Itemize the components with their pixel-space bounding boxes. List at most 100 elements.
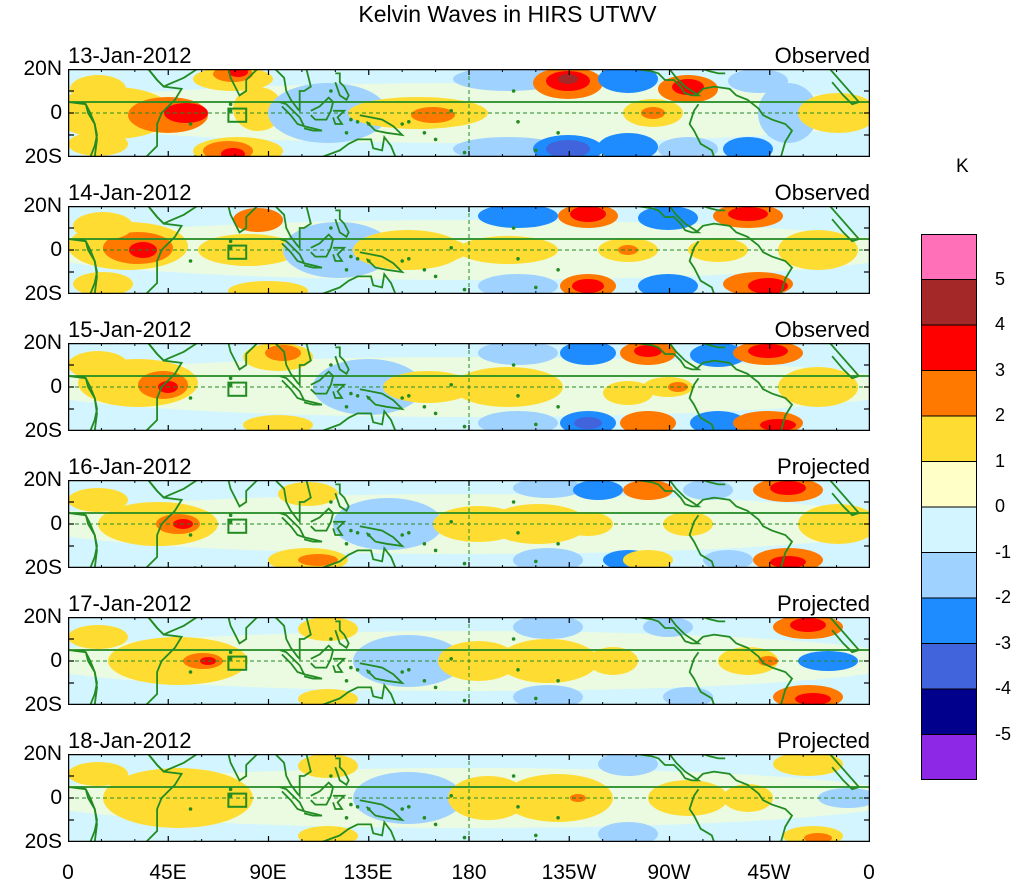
- coastline: [303, 125, 323, 132]
- island: [462, 698, 467, 703]
- lat-label-eq: 0: [50, 238, 62, 261]
- coastline: [688, 770, 794, 842]
- island: [433, 411, 438, 416]
- lon-label-180: 180: [451, 861, 487, 884]
- island: [228, 513, 233, 517]
- coastline: [274, 69, 312, 113]
- coastline: [321, 271, 397, 294]
- colorbar-swatch: [920, 461, 978, 508]
- coastline: [303, 262, 323, 269]
- anomaly-contour: [546, 140, 590, 157]
- lat-label-20s: 20S: [24, 830, 62, 853]
- coastline: [68, 786, 98, 842]
- island: [433, 274, 438, 279]
- island: [433, 548, 438, 553]
- coastline: [635, 617, 702, 645]
- coastline: [359, 662, 405, 685]
- coastline: [332, 794, 347, 810]
- lat-label-20s: 20S: [24, 556, 62, 579]
- coastline: [334, 757, 350, 787]
- coastline: [68, 101, 98, 157]
- island: [449, 520, 454, 524]
- anomaly-contour: [598, 133, 658, 157]
- anomaly-contour: [164, 103, 208, 123]
- island: [188, 122, 193, 126]
- anomaly-contour: [513, 685, 583, 705]
- coastline: [321, 408, 397, 431]
- lat-label-eq: 0: [50, 649, 62, 672]
- colorbar-label: 2: [995, 405, 1006, 425]
- coastline: [829, 343, 870, 377]
- island: [329, 774, 333, 778]
- island: [462, 835, 467, 840]
- island: [422, 131, 427, 135]
- coastline: [219, 480, 259, 508]
- island: [511, 226, 516, 230]
- colorbar-swatch: [920, 233, 978, 280]
- colorbar-swatch: [920, 597, 978, 644]
- island: [349, 117, 353, 122]
- island: [556, 542, 560, 546]
- island: [449, 657, 454, 661]
- island: [534, 559, 538, 564]
- island: [556, 816, 560, 820]
- coastline: [310, 781, 335, 806]
- panel-date: 17-Jan-2012: [68, 591, 192, 616]
- anomaly-contour: [278, 482, 338, 506]
- anomaly-contour: [690, 343, 746, 367]
- panel-status: Observed: [774, 317, 870, 342]
- anomaly-contour: [313, 359, 423, 415]
- island: [344, 816, 349, 820]
- island: [329, 363, 333, 367]
- island: [516, 805, 520, 809]
- anomaly-contour: [408, 238, 468, 262]
- colorbar-label: -3: [995, 632, 1012, 653]
- anomaly-contour: [68, 762, 128, 786]
- anomaly-contour: [770, 481, 806, 495]
- coastline: [359, 525, 405, 548]
- island: [534, 696, 538, 701]
- colorbar-swatch: [920, 734, 978, 781]
- coastline: [310, 233, 335, 258]
- island: [400, 122, 405, 126]
- coastline: [147, 754, 198, 773]
- coastline: [334, 483, 350, 513]
- anomaly-contour: [643, 617, 693, 637]
- island: [400, 807, 405, 811]
- island: [400, 259, 405, 263]
- map-panel-4: 16-Jan-2012 Projected 20N 0 20S: [23, 455, 870, 579]
- coastline: [147, 480, 198, 499]
- colorbar-swatch: [920, 324, 978, 371]
- island: [400, 670, 405, 674]
- coastline: [334, 209, 350, 239]
- coastline: [635, 206, 702, 234]
- anomaly-contour: [790, 618, 826, 632]
- island: [329, 89, 333, 93]
- anomaly-contour: [298, 754, 358, 778]
- lat-label-20n: 20N: [23, 331, 62, 354]
- coastline: [688, 496, 794, 568]
- coastline: [332, 383, 347, 399]
- island: [407, 120, 411, 124]
- island: [449, 246, 454, 250]
- coastline: [147, 69, 198, 88]
- lat-label-eq: 0: [50, 786, 62, 809]
- coastline: [219, 754, 259, 782]
- anomaly-map: [68, 343, 870, 431]
- coastline: [688, 359, 794, 431]
- anomaly-contour: [298, 689, 358, 705]
- colorbar-swatch: [920, 688, 978, 735]
- anomaly-contour: [513, 548, 583, 568]
- island: [422, 679, 427, 683]
- anomaly-contour: [634, 345, 662, 357]
- anomaly-contour: [233, 208, 283, 232]
- anomaly-contour: [333, 498, 443, 550]
- coastline: [688, 633, 794, 705]
- island: [516, 668, 520, 672]
- coastline: [321, 545, 397, 568]
- colorbar-label: -4: [995, 678, 1012, 698]
- coastline: [68, 512, 98, 568]
- coastline: [332, 246, 347, 262]
- coastline: [635, 343, 702, 371]
- island: [188, 670, 193, 674]
